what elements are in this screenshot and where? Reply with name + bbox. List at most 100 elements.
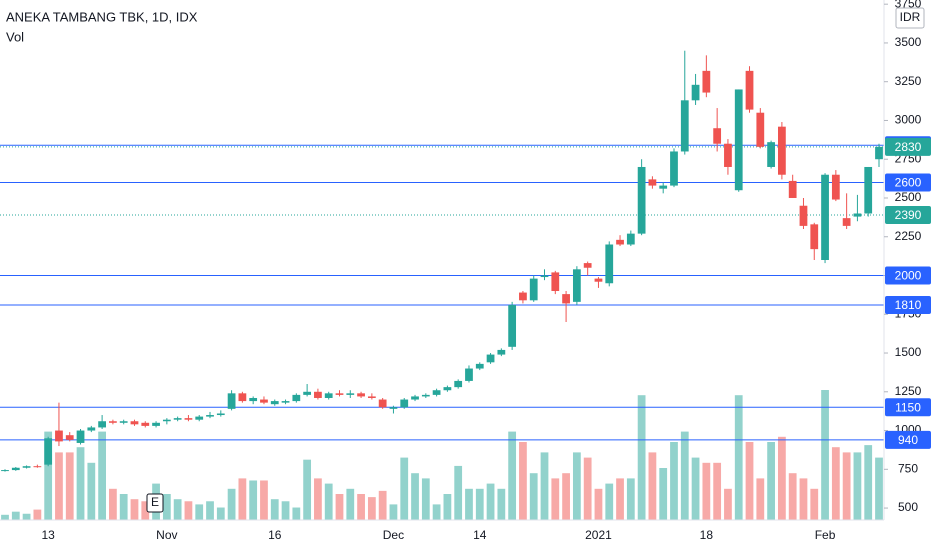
candle-body (648, 179, 657, 186)
volume-bar (810, 488, 819, 520)
candle-body (831, 174, 840, 200)
volume-bar (799, 478, 808, 520)
volume-bar (76, 447, 85, 520)
volume-bar (605, 483, 614, 520)
candle-body (562, 294, 570, 304)
candle-body (227, 393, 236, 409)
candle-body (443, 387, 452, 391)
level-layer (0, 144, 884, 441)
volume-bar (216, 507, 225, 520)
candle-body (626, 233, 635, 245)
volume-bar (465, 488, 473, 520)
candle-body (22, 466, 31, 468)
volume-bar (65, 452, 74, 520)
volume-bar (249, 480, 258, 520)
x-tick-label: 18 (700, 528, 714, 542)
level-label: 940 (898, 433, 918, 447)
candle-body (249, 397, 258, 402)
volume-bar (98, 431, 106, 520)
level-badge (885, 266, 931, 285)
candle-body (195, 416, 204, 420)
volume-bar (173, 499, 182, 520)
volume-bar (853, 452, 862, 520)
volume-bar (831, 447, 840, 520)
event-box[interactable] (146, 493, 164, 513)
candle-body (670, 151, 678, 186)
candle-body (810, 224, 819, 250)
x-tick-label: 13 (41, 528, 55, 542)
volume-bar (842, 452, 851, 520)
volume-bar (22, 513, 31, 520)
candle-body (594, 278, 603, 282)
candle-body (87, 427, 96, 431)
volume-bar (540, 452, 549, 520)
volume-bar (572, 452, 581, 520)
volume-bar (670, 442, 678, 520)
candle-body (519, 292, 527, 301)
price-label: 2390 (895, 208, 922, 222)
volume-bar (475, 488, 484, 520)
candle-body (130, 421, 139, 425)
y-tick-label: 2250 (895, 229, 922, 243)
volume-bar (508, 431, 517, 520)
volume-label: Vol (6, 29, 24, 44)
y-tick-label: 1250 (895, 384, 922, 398)
candle-body (367, 396, 376, 398)
volume-bar (367, 497, 376, 520)
candle-body (799, 205, 808, 226)
candle-body (109, 421, 117, 423)
price-badge (885, 137, 931, 156)
volume-bar (324, 483, 333, 520)
candle-body (637, 166, 646, 234)
volume-bar (702, 462, 711, 520)
currency-label[interactable]: IDR (900, 10, 921, 24)
candle-body (583, 263, 592, 268)
volume-bar (691, 457, 700, 520)
volume-bar (130, 499, 139, 520)
volume-bar (206, 501, 214, 520)
volume-bar (562, 473, 570, 520)
volume-bar (745, 442, 754, 520)
candle-body (853, 213, 862, 217)
volume-bar (519, 442, 527, 520)
volume-bar (378, 490, 387, 520)
volume-bar (713, 462, 722, 520)
x-tick-label: Dec (383, 528, 404, 542)
candle-body (756, 112, 765, 147)
candle-body (497, 349, 506, 355)
candle-body (540, 275, 549, 278)
volume-bar (314, 478, 322, 520)
volume-bar (303, 459, 312, 520)
candle-body (465, 368, 473, 381)
volume-bar (864, 445, 873, 520)
event-label[interactable]: E (151, 495, 159, 509)
candle-body (605, 244, 614, 284)
y-tick-label: 3000 (895, 113, 922, 127)
volume-bar (486, 483, 495, 520)
currency-box[interactable] (895, 7, 925, 29)
volume-bar (292, 507, 301, 520)
candle-body (206, 415, 214, 417)
candle-body (529, 278, 538, 301)
candle-body (875, 146, 883, 160)
volume-bar (680, 431, 689, 520)
volume-bar (87, 462, 96, 520)
volume-bar (119, 494, 128, 520)
candle-body (745, 70, 754, 110)
volume-bar (270, 499, 279, 520)
x-tick-label: 16 (268, 528, 282, 542)
volume-bar (443, 494, 452, 520)
volume-bar (109, 488, 117, 520)
candle-body (864, 166, 873, 214)
volume-bar (260, 480, 268, 520)
level-label: 2000 (895, 269, 922, 283)
candle-body (400, 399, 409, 408)
candle-body (238, 393, 247, 402)
volume-bar (821, 390, 829, 520)
candle-body (346, 393, 355, 395)
candle-body (616, 239, 624, 245)
candle-body (162, 419, 171, 422)
y-tick-label: 3250 (895, 74, 922, 88)
candle-body (314, 391, 322, 398)
